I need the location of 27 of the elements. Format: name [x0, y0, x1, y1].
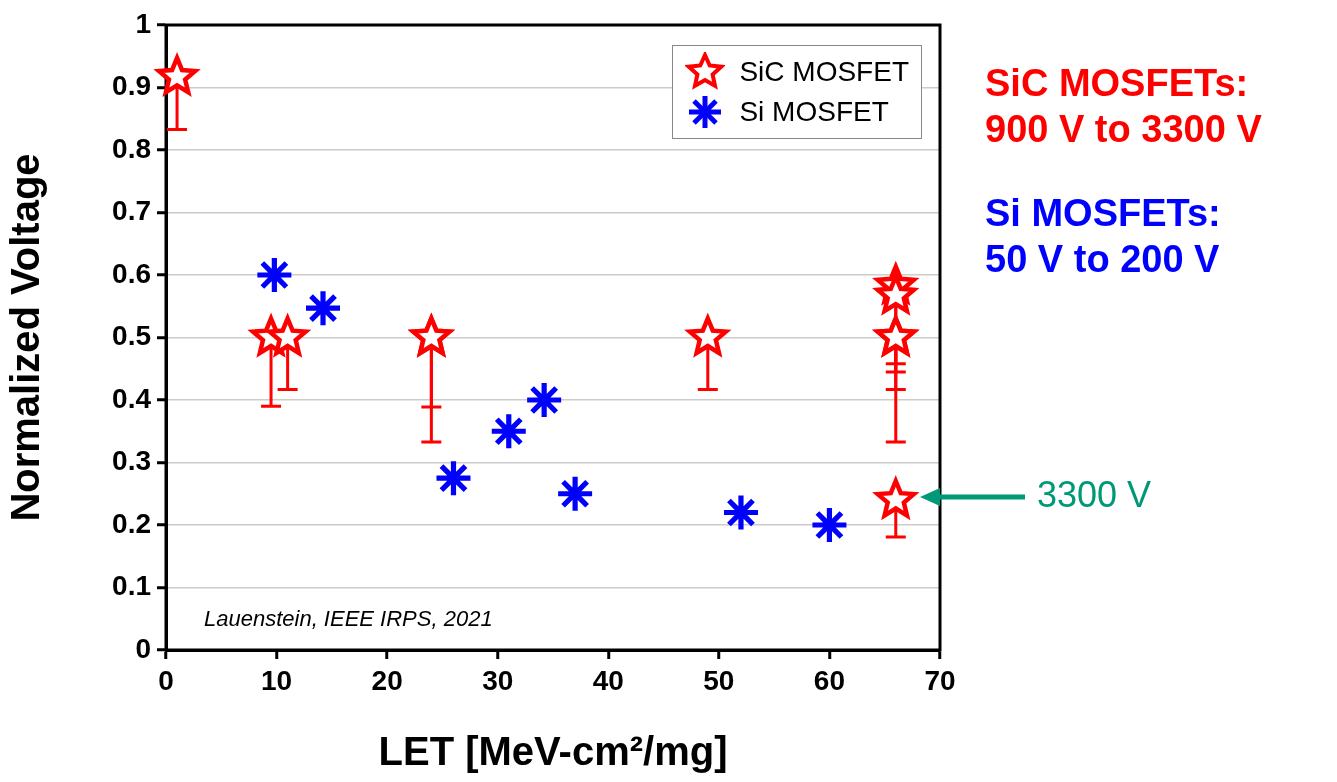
x-tick-label: 20	[371, 664, 403, 696]
y-tick-label: 0.6	[112, 257, 151, 289]
y-tick-label: 0.7	[112, 195, 151, 227]
y-tick-label: 0.5	[112, 320, 151, 352]
x-axis-title: LET [MeV-cm²/mg]	[378, 729, 728, 774]
x-tick-label: 50	[703, 664, 735, 696]
y-tick-label: 1	[135, 7, 151, 39]
legend-label: Si MOSFET	[739, 96, 889, 128]
y-axis-title: Normalized Voltage	[3, 153, 48, 522]
y-tick-label: 0.2	[112, 507, 151, 539]
x-tick-label: 30	[482, 664, 514, 696]
y-tick-label: 0.8	[112, 132, 151, 164]
x-tick-label: 10	[260, 664, 293, 696]
x-tick-label: 70	[924, 664, 956, 696]
text: Si MOSFETs: 50 V to 200 V	[985, 191, 1221, 282]
text: SiC MOSFETs: 900 V to 3300 V	[985, 61, 1262, 152]
annotation: Lauenstein, IEEE IRPS, 2021	[204, 606, 493, 632]
y-tick-label: 0.9	[112, 70, 151, 102]
text: 3300 V	[1037, 473, 1152, 515]
y-tick-label: 0	[135, 632, 151, 664]
y-tick-label: 0.4	[112, 382, 152, 414]
legend-label: SiC MOSFET	[739, 56, 909, 88]
x-tick-label: 40	[592, 664, 624, 696]
x-tick-label: 0	[158, 664, 174, 696]
x-tick-label: 60	[813, 664, 846, 696]
y-tick-label: 0.3	[112, 445, 151, 477]
y-tick-label: 0.1	[112, 570, 151, 602]
